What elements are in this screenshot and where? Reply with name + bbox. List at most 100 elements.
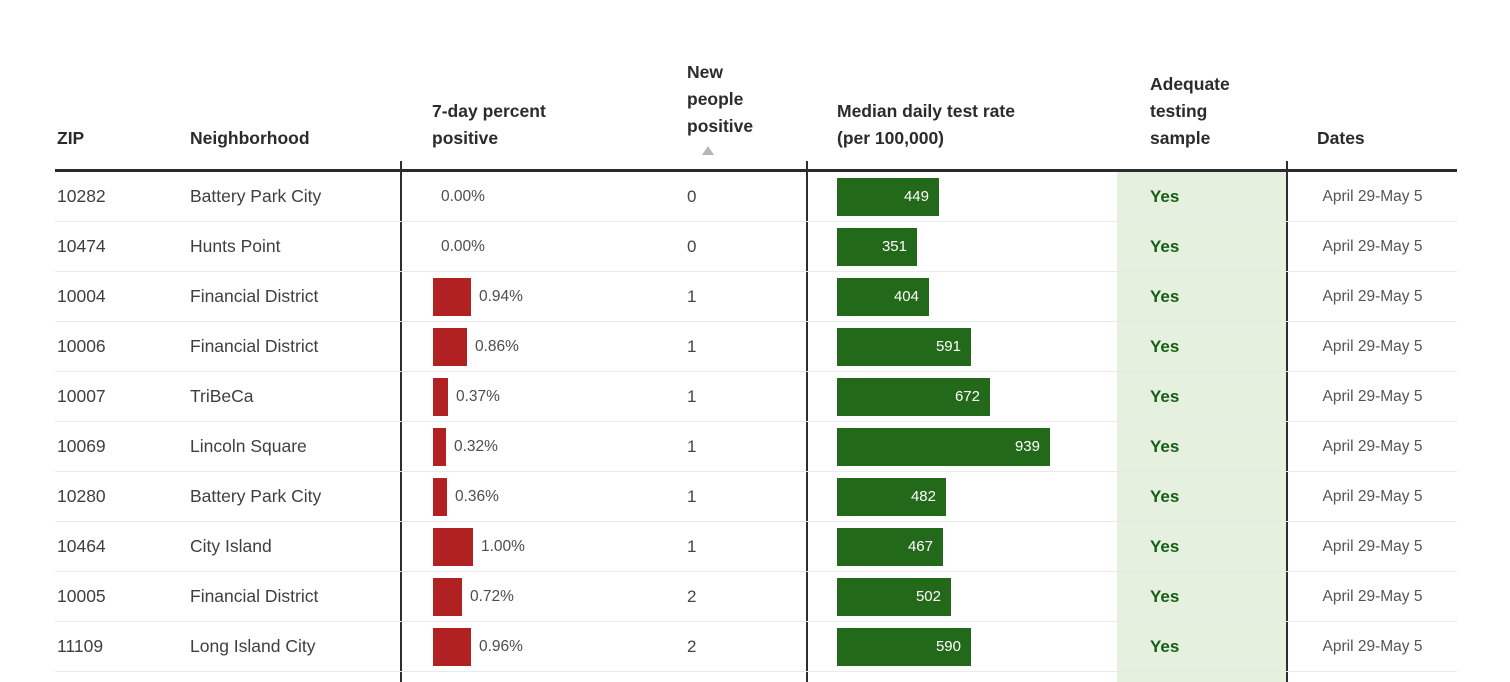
adequate-value: Yes — [1150, 286, 1180, 306]
neighborhood-cell: Financial District — [190, 336, 319, 356]
adequate-cell: Yes — [1117, 422, 1286, 471]
pct-positive-value: 0.00% — [441, 187, 485, 205]
new-positive-value: 1 — [687, 336, 697, 356]
adequate-value: Yes — [1150, 436, 1180, 456]
table-header-row: ZIP Neighborhood 7-day percent positive … — [55, 0, 1457, 172]
test-rate-value: 482 — [910, 488, 936, 505]
test-rate-cell: 672 — [806, 372, 1117, 421]
pct-positive-cell: 0.00% — [400, 172, 660, 221]
test-rate-bar: 939 — [837, 427, 1050, 466]
test-rate-value: 939 — [1014, 438, 1040, 455]
neighborhood-cell: Battery Park City — [190, 486, 322, 506]
adequate-value: Yes — [1150, 386, 1180, 406]
new-positive-value: 1 — [687, 386, 697, 406]
test-rate-cell: 467 — [806, 522, 1117, 571]
dates-value: April 29-May 5 — [1286, 322, 1457, 371]
test-rate-value: 467 — [907, 538, 933, 555]
pct-positive-bar — [433, 627, 471, 666]
zip-cell: 10007 — [57, 386, 106, 406]
dates-value: April 29-May 5 — [1286, 472, 1457, 521]
column-header-neighborhood[interactable]: Neighborhood — [190, 128, 310, 148]
pct-positive-bar — [433, 527, 473, 566]
table-row: 10280 Battery Park City 0.36% 1 482 Yes … — [55, 472, 1457, 522]
test-rate-cell: 590 — [806, 622, 1117, 671]
table-row: 11109 Long Island City 0.96% 2 590 Yes A… — [55, 622, 1457, 672]
test-rate-bar: 502 — [837, 577, 951, 616]
table-row-partial — [55, 672, 1457, 682]
adequate-cell: Yes — [1117, 322, 1286, 371]
table-row: 10005 Financial District 0.72% 2 502 Yes… — [55, 572, 1457, 622]
neighborhood-cell: Financial District — [190, 286, 319, 306]
dates-value: April 29-May 5 — [1286, 522, 1457, 571]
pct-positive-bar — [433, 477, 447, 516]
pct-positive-value: 0.37% — [456, 387, 500, 405]
neighborhood-cell: City Island — [190, 536, 272, 556]
pct-positive-cell: 0.00% — [400, 222, 660, 271]
zip-testing-table: ZIP Neighborhood 7-day percent positive … — [55, 0, 1457, 682]
new-positive-value: 1 — [687, 436, 697, 456]
new-positive-value: 1 — [687, 486, 697, 506]
test-rate-bar: 482 — [837, 477, 946, 516]
test-rate-cell: 404 — [806, 272, 1117, 321]
neighborhood-cell: Lincoln Square — [190, 436, 307, 456]
column-header-test-rate[interactable]: Median daily test rate (per 100,000) — [837, 101, 1015, 148]
pct-positive-value: 0.96% — [479, 637, 523, 655]
dates-value: April 29-May 5 — [1286, 622, 1457, 671]
column-header-new-positive[interactable]: New people positive — [660, 0, 806, 169]
column-header-adequate[interactable]: Adequate testing sample — [1150, 74, 1230, 148]
zip-cell: 10280 — [57, 486, 106, 506]
table-row: 10474 Hunts Point 0.00% 0 351 Yes April … — [55, 222, 1457, 272]
adequate-value: Yes — [1150, 236, 1180, 256]
test-rate-bar: 591 — [837, 327, 971, 366]
neighborhood-cell — [190, 672, 400, 682]
dates-cell — [1286, 672, 1457, 682]
table-row: 10007 TriBeCa 0.37% 1 672 Yes April 29-M… — [55, 372, 1457, 422]
new-positive-value: 1 — [687, 536, 697, 556]
neighborhood-cell: Hunts Point — [190, 236, 281, 256]
pct-positive-bar — [433, 377, 448, 416]
zip-cell — [55, 672, 190, 682]
test-rate-cell: 502 — [806, 572, 1117, 621]
test-rate-value: 449 — [903, 188, 929, 205]
pct-positive-value: 0.36% — [455, 487, 499, 505]
adequate-cell: Yes — [1117, 222, 1286, 271]
table-row: 10069 Lincoln Square 0.32% 1 939 Yes Apr… — [55, 422, 1457, 472]
test-rate-value: 351 — [881, 238, 907, 255]
test-rate-cell: 939 — [806, 422, 1117, 471]
zip-cell: 11109 — [57, 636, 104, 656]
column-header-dates[interactable]: Dates — [1317, 128, 1365, 148]
pct-positive-value: 0.94% — [479, 287, 523, 305]
pct-positive-value: 0.32% — [454, 437, 498, 455]
pct-positive-bar — [433, 427, 446, 466]
adequate-value: Yes — [1150, 586, 1180, 606]
adequate-cell — [1117, 672, 1286, 682]
test-rate-value: 591 — [935, 338, 961, 355]
test-rate-bar: 351 — [837, 227, 917, 266]
neighborhood-cell: Battery Park City — [190, 186, 322, 206]
pct-positive-cell: 0.72% — [400, 572, 660, 621]
dates-value: April 29-May 5 — [1286, 272, 1457, 321]
pct-positive-cell: 0.86% — [400, 322, 660, 371]
adequate-cell: Yes — [1117, 622, 1286, 671]
dates-value: April 29-May 5 — [1286, 372, 1457, 421]
pct-positive-bar — [433, 327, 467, 366]
test-rate-bar: 672 — [837, 377, 990, 416]
column-header-zip[interactable]: ZIP — [57, 128, 85, 148]
adequate-value: Yes — [1150, 536, 1180, 556]
neighborhood-cell: Long Island City — [190, 636, 316, 656]
test-rate-bar: 590 — [837, 627, 971, 666]
neighborhood-cell: Financial District — [190, 586, 319, 606]
adequate-value: Yes — [1150, 336, 1180, 356]
table-row: 10006 Financial District 0.86% 1 591 Yes… — [55, 322, 1457, 372]
dates-value: April 29-May 5 — [1286, 222, 1457, 271]
new-positive-value: 1 — [687, 286, 697, 306]
zip-cell: 10006 — [57, 336, 106, 356]
column-header-pct-positive[interactable]: 7-day percent positive — [432, 101, 546, 148]
column-divider-tick — [806, 161, 808, 170]
dates-value: April 29-May 5 — [1286, 572, 1457, 621]
pct-positive-cell — [400, 672, 660, 682]
table-row: 10282 Battery Park City 0.00% 0 449 Yes … — [55, 172, 1457, 222]
adequate-cell: Yes — [1117, 472, 1286, 521]
test-rate-value: 590 — [935, 638, 961, 655]
pct-positive-cell: 0.96% — [400, 622, 660, 671]
